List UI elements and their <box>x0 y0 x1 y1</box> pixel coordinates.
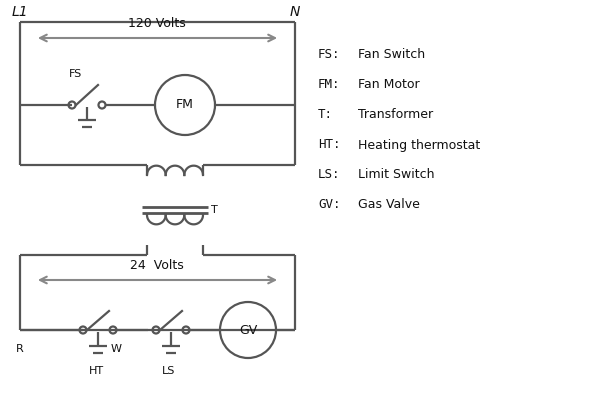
Text: R: R <box>16 344 24 354</box>
Text: T: T <box>211 205 218 215</box>
Text: W: W <box>110 344 122 354</box>
Text: 120 Volts: 120 Volts <box>128 17 186 30</box>
Text: LS: LS <box>162 366 176 376</box>
Text: Heating thermostat: Heating thermostat <box>358 138 480 152</box>
Text: T:: T: <box>318 108 333 122</box>
Text: Fan Motor: Fan Motor <box>358 78 419 92</box>
Text: LS:: LS: <box>318 168 340 182</box>
Text: FS:: FS: <box>318 48 340 62</box>
Text: Limit Switch: Limit Switch <box>358 168 434 182</box>
Text: FM:: FM: <box>318 78 340 92</box>
Text: GV:: GV: <box>318 198 340 212</box>
Text: FM: FM <box>176 98 194 112</box>
Text: FS: FS <box>70 69 83 79</box>
Text: L1: L1 <box>12 5 28 19</box>
Text: HT: HT <box>88 366 104 376</box>
Text: Transformer: Transformer <box>358 108 433 122</box>
Text: HT:: HT: <box>318 138 340 152</box>
Text: 24  Volts: 24 Volts <box>130 259 184 272</box>
Text: N: N <box>290 5 300 19</box>
Text: GV: GV <box>239 324 257 336</box>
Text: Gas Valve: Gas Valve <box>358 198 420 212</box>
Text: Fan Switch: Fan Switch <box>358 48 425 62</box>
